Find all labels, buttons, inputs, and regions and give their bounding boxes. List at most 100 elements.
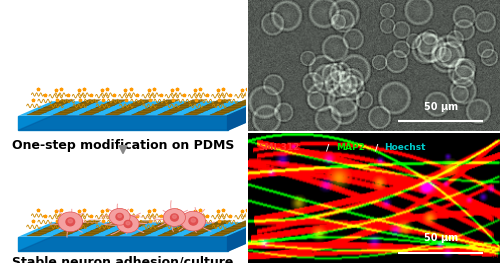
Polygon shape <box>159 100 180 103</box>
Polygon shape <box>54 100 75 103</box>
Text: 50 μm: 50 μm <box>424 234 458 244</box>
Polygon shape <box>186 221 206 224</box>
Polygon shape <box>221 107 241 110</box>
Ellipse shape <box>116 214 124 220</box>
Polygon shape <box>168 107 188 110</box>
Polygon shape <box>79 112 99 115</box>
Polygon shape <box>70 226 90 229</box>
Polygon shape <box>32 109 52 113</box>
Polygon shape <box>75 102 96 105</box>
Polygon shape <box>228 101 261 130</box>
Polygon shape <box>132 233 152 236</box>
Polygon shape <box>168 228 188 231</box>
Polygon shape <box>133 100 153 103</box>
Polygon shape <box>54 221 75 224</box>
Polygon shape <box>132 112 152 115</box>
Polygon shape <box>38 228 58 231</box>
Polygon shape <box>81 221 101 224</box>
Polygon shape <box>148 226 168 229</box>
Polygon shape <box>84 109 104 113</box>
Polygon shape <box>70 105 90 108</box>
Polygon shape <box>158 233 178 236</box>
Polygon shape <box>116 107 136 110</box>
Polygon shape <box>79 233 99 236</box>
Polygon shape <box>64 107 84 110</box>
Polygon shape <box>133 221 153 224</box>
Polygon shape <box>111 109 131 113</box>
Polygon shape <box>18 101 261 116</box>
Polygon shape <box>49 102 69 105</box>
Polygon shape <box>102 102 121 105</box>
Ellipse shape <box>68 219 72 223</box>
Text: Hoechst: Hoechst <box>384 143 426 152</box>
Polygon shape <box>238 100 258 103</box>
Ellipse shape <box>124 220 132 227</box>
Text: /: / <box>374 143 378 152</box>
Polygon shape <box>128 102 148 105</box>
Polygon shape <box>116 228 136 231</box>
Polygon shape <box>18 237 261 251</box>
Ellipse shape <box>181 211 206 231</box>
Polygon shape <box>221 228 241 231</box>
Polygon shape <box>174 226 195 229</box>
Polygon shape <box>38 107 58 110</box>
Ellipse shape <box>189 217 198 225</box>
Polygon shape <box>216 230 236 234</box>
Polygon shape <box>122 105 142 108</box>
Polygon shape <box>122 226 142 229</box>
Polygon shape <box>84 230 104 234</box>
Polygon shape <box>128 223 148 226</box>
Polygon shape <box>232 102 252 105</box>
Polygon shape <box>75 223 96 226</box>
Polygon shape <box>18 116 261 130</box>
Text: SMI-312: SMI-312 <box>258 143 300 152</box>
Text: 50 μm: 50 μm <box>424 102 458 112</box>
Polygon shape <box>195 228 215 231</box>
Polygon shape <box>105 112 126 115</box>
Polygon shape <box>189 230 210 234</box>
Polygon shape <box>163 230 183 234</box>
Text: /: / <box>326 143 329 152</box>
Polygon shape <box>206 102 226 105</box>
Ellipse shape <box>118 214 122 218</box>
Polygon shape <box>212 100 232 103</box>
Polygon shape <box>27 112 47 115</box>
Polygon shape <box>105 233 126 236</box>
Polygon shape <box>53 112 73 115</box>
Polygon shape <box>180 223 200 226</box>
Polygon shape <box>53 233 73 236</box>
Ellipse shape <box>172 215 176 218</box>
Polygon shape <box>137 230 157 234</box>
Ellipse shape <box>66 218 74 226</box>
Ellipse shape <box>191 219 196 222</box>
Polygon shape <box>18 237 228 251</box>
Polygon shape <box>232 223 252 226</box>
Polygon shape <box>44 226 64 229</box>
Ellipse shape <box>164 209 186 226</box>
Polygon shape <box>64 228 84 231</box>
Text: One-step modification on PDMS: One-step modification on PDMS <box>12 139 234 152</box>
Text: Stable neuron adhesion/culture: Stable neuron adhesion/culture <box>12 255 234 263</box>
Polygon shape <box>154 223 174 226</box>
Polygon shape <box>90 228 110 231</box>
Text: MAP2: MAP2 <box>336 143 364 152</box>
Polygon shape <box>158 112 178 115</box>
Ellipse shape <box>170 214 178 221</box>
Polygon shape <box>32 230 52 234</box>
Polygon shape <box>200 105 220 108</box>
Polygon shape <box>96 105 116 108</box>
Polygon shape <box>107 100 127 103</box>
Ellipse shape <box>117 215 139 233</box>
Polygon shape <box>18 222 261 237</box>
Polygon shape <box>90 107 110 110</box>
Polygon shape <box>81 100 101 103</box>
Polygon shape <box>102 223 121 226</box>
Polygon shape <box>210 112 230 115</box>
Polygon shape <box>44 105 64 108</box>
Polygon shape <box>228 222 261 251</box>
Polygon shape <box>18 116 228 130</box>
Polygon shape <box>163 109 183 113</box>
Polygon shape <box>216 109 236 113</box>
Polygon shape <box>58 109 78 113</box>
Polygon shape <box>226 105 246 108</box>
